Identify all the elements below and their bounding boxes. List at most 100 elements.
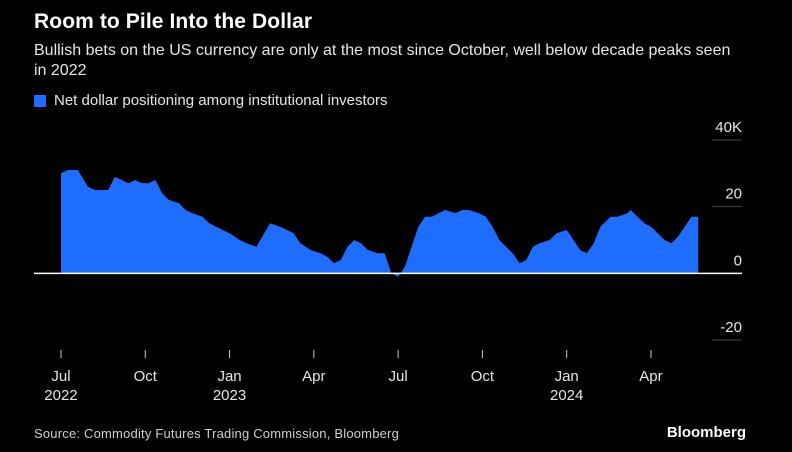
data-point <box>127 182 129 184</box>
data-point <box>444 209 446 211</box>
x-tick-label: Jan <box>555 368 579 385</box>
x-tick-label: Oct <box>134 368 158 385</box>
data-point <box>353 239 355 241</box>
data-point <box>566 229 568 231</box>
data-point <box>245 242 247 244</box>
data-point <box>438 212 440 214</box>
data-point <box>310 249 312 251</box>
data-point <box>168 199 170 201</box>
data-point <box>492 226 494 228</box>
data-point <box>664 239 666 241</box>
data-point <box>114 176 116 178</box>
data-point <box>326 256 328 258</box>
data-point <box>610 216 612 218</box>
data-point <box>239 239 241 241</box>
data-point <box>360 242 362 244</box>
data-point <box>468 209 470 211</box>
data-point <box>519 262 521 264</box>
bloomberg-logo: Bloomberg <box>666 424 746 441</box>
y-tick-label: 20 <box>725 186 742 203</box>
x-tick-year-label: 2023 <box>213 387 246 404</box>
data-point <box>417 226 419 228</box>
data-point <box>454 212 456 214</box>
data-point <box>333 262 335 264</box>
data-point <box>599 226 601 228</box>
data-point <box>377 252 379 254</box>
source-note: Source: Commodity Futures Trading Commis… <box>34 426 400 441</box>
data-point <box>697 216 699 218</box>
x-tick-label: Jul <box>51 368 70 385</box>
data-point <box>572 239 574 241</box>
data-point <box>192 212 194 214</box>
data-point <box>684 226 686 228</box>
x-tick-label: Jan <box>217 368 241 385</box>
data-point <box>650 226 652 228</box>
data-point <box>505 246 507 248</box>
data-point <box>485 216 487 218</box>
data-point <box>94 189 96 191</box>
data-point <box>630 209 632 211</box>
legend: Net dollar positioning among institution… <box>34 92 388 109</box>
data-point <box>461 209 463 211</box>
data-point <box>593 242 595 244</box>
x-tick-label: Jul <box>389 368 408 385</box>
data-point <box>643 222 645 224</box>
data-point <box>404 266 406 268</box>
data-point <box>154 179 156 181</box>
y-tick-label: -20 <box>720 319 742 336</box>
data-point <box>637 216 639 218</box>
data-point <box>677 236 679 238</box>
data-point <box>222 229 224 231</box>
data-point <box>579 249 581 251</box>
data-point <box>134 179 136 181</box>
data-point <box>340 259 342 261</box>
data-point <box>532 246 534 248</box>
data-point <box>202 216 204 218</box>
x-tick-label: Apr <box>302 368 325 385</box>
data-point <box>512 252 514 254</box>
data-point <box>269 222 271 224</box>
data-point <box>320 252 322 254</box>
data-point <box>549 239 551 241</box>
data-point <box>87 186 89 188</box>
data-point <box>626 212 628 214</box>
data-point <box>498 239 500 241</box>
data-point <box>67 169 69 171</box>
data-point <box>424 216 426 218</box>
data-point <box>690 216 692 218</box>
data-point <box>77 169 79 171</box>
data-point <box>121 179 123 181</box>
data-point <box>208 222 210 224</box>
data-point <box>556 232 558 234</box>
data-point <box>256 246 258 248</box>
data-point <box>161 192 163 194</box>
data-point <box>299 242 301 244</box>
data-point <box>431 216 433 218</box>
data-point <box>185 209 187 211</box>
data-point <box>141 182 143 184</box>
x-tick-label: Oct <box>471 368 495 385</box>
data-point <box>60 172 62 174</box>
data-point <box>539 242 541 244</box>
data-point <box>411 246 413 248</box>
data-point <box>478 212 480 214</box>
y-tick-label: 0 <box>734 252 742 269</box>
data-point <box>586 252 588 254</box>
data-point <box>384 252 386 254</box>
data-point <box>107 189 109 191</box>
chart-subtitle: Bullish bets on the US currency are only… <box>34 42 731 79</box>
y-tick-label: 40K <box>715 119 742 136</box>
data-point <box>293 232 295 234</box>
data-point <box>616 216 618 218</box>
data-point <box>148 182 150 184</box>
data-point <box>215 226 217 228</box>
data-point <box>397 276 399 278</box>
x-tick-label: Apr <box>639 368 662 385</box>
data-point <box>657 232 659 234</box>
series-area <box>61 170 699 277</box>
x-tick-year-label: 2024 <box>550 387 583 404</box>
data-point <box>525 259 527 261</box>
data-point <box>670 242 672 244</box>
data-point <box>279 226 281 228</box>
